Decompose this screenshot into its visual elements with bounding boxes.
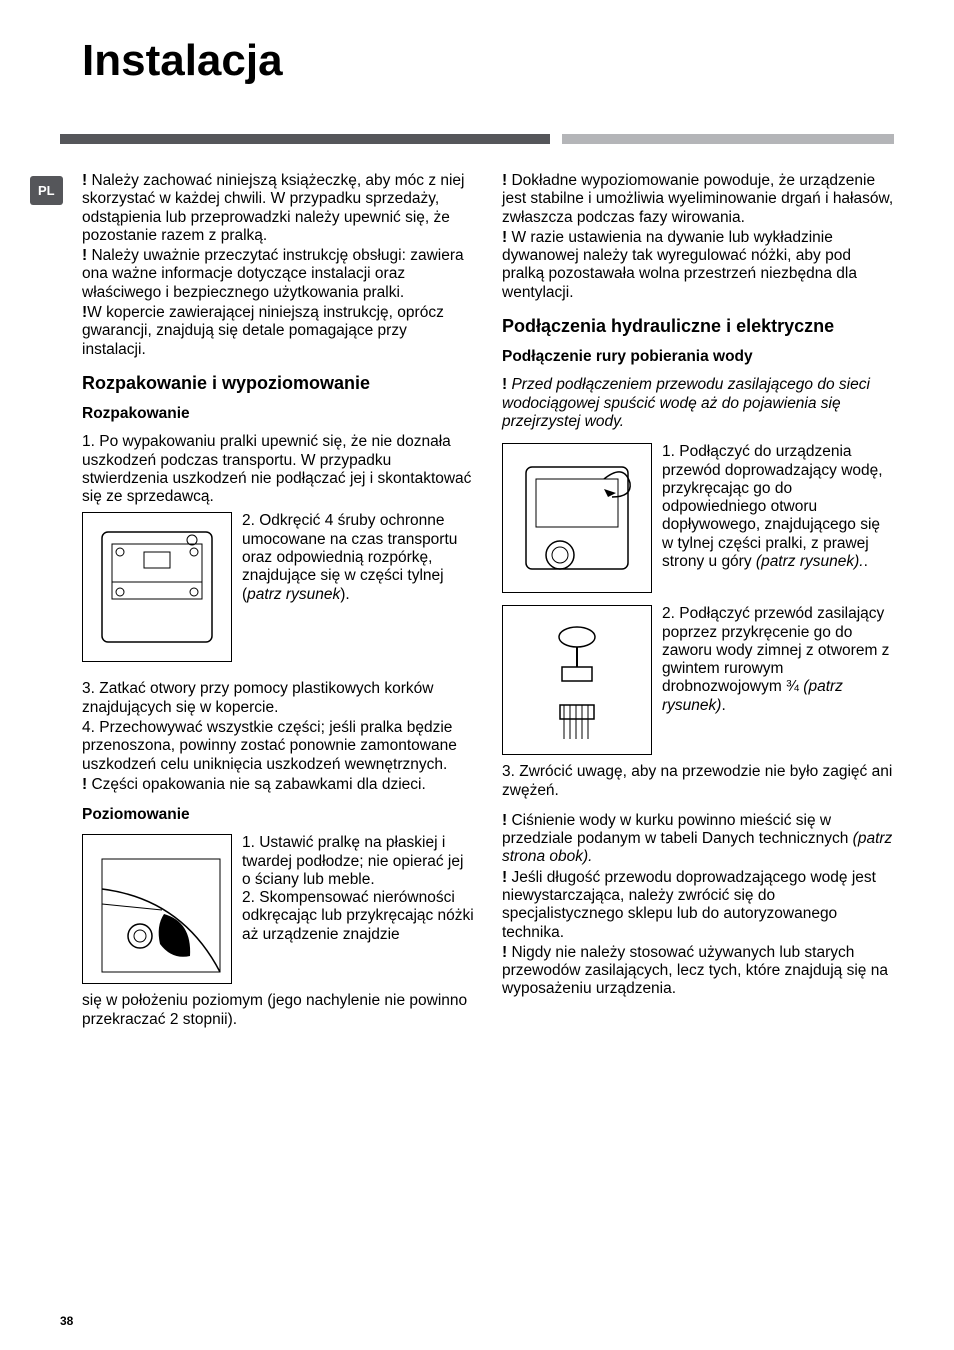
figure-caption: 1. Ustawić pralkę na płaskiej i twardej … (242, 834, 474, 944)
warning-paragraph: ! Przed podłączeniem przewodu zasilające… (502, 376, 894, 431)
conn2-a: 2. Podłączyć przewód zasilający poprzez … (662, 605, 889, 695)
figure-caption: 2. Odkręcić 4 śruby ochronne umocowane n… (242, 512, 474, 603)
right-column: ! Dokładne wypoziomowanie powoduje, że u… (502, 172, 894, 1031)
sub-heading-levelling: Poziomowanie (82, 806, 474, 824)
section-heading-unpacking-levelling: Rozpakowanie i wypoziomowanie (82, 373, 474, 393)
figure-rear-panel-icon (82, 512, 232, 662)
conn1-c: . (864, 553, 868, 570)
page-title: Instalacja (82, 36, 894, 86)
warning-paragraph: ! Jeśli długość przewodu doprowadzająceg… (502, 869, 894, 942)
figure-levelling-foot-icon (82, 834, 232, 984)
warning-paragraph: ! Ciśnienie wody w kurku powinno mieścić… (502, 812, 894, 867)
figure-caption: 2. Podłączyć przewód zasilający poprzez … (662, 605, 894, 715)
conn2-c: . (721, 697, 725, 714)
level2-text: 2. Skompensować nierówności odkręcając l… (242, 889, 474, 943)
intro-paragraph: ! Należy zachować niniejszą książeczkę, … (82, 172, 474, 245)
warning-paragraph: ! W razie ustawienia na dywanie lub wykł… (502, 229, 894, 302)
content-columns: ! Należy zachować niniejszą książeczkę, … (82, 172, 894, 1031)
divider-gap (550, 134, 562, 144)
body-paragraph: 4. Przechowywać wszystkie części; jeśli … (82, 719, 474, 774)
sub-heading-water-inlet: Podłączenie rury pobierania wody (502, 348, 894, 366)
warning-paragraph: ! Nigdy nie należy stosować używanych lu… (502, 944, 894, 999)
step2-text-b: patrz rysunek (247, 586, 340, 603)
warn-flush-b: Przed podłączeniem przewodu zasilającego… (502, 376, 870, 430)
warning-paragraph: ! Dokładne wypoziomowanie powoduje, że u… (502, 172, 894, 227)
figure-row-levelling: 1. Ustawić pralkę na płaskiej i twardej … (82, 834, 474, 984)
figure-inlet-rear-icon (502, 443, 652, 593)
press-italic: (patrz strona obok). (502, 830, 892, 865)
header-divider (60, 134, 894, 144)
figure-tap-connector-icon (502, 605, 652, 755)
section-heading-hydraulic-electrical: Podłączenia hydrauliczne i elektryczne (502, 316, 894, 336)
intro-paragraph: !W kopercie zawierającej niniejszą instr… (82, 304, 474, 359)
body-paragraph: 1. Po wypakowaniu pralki upewnić się, że… (82, 433, 474, 506)
language-tab: PL (30, 176, 63, 205)
figure-caption: 1. Podłączyć do urządzenia przewód dopro… (662, 443, 894, 571)
figure-row-tap-connector: 2. Podłączyć przewód zasilający poprzez … (502, 605, 894, 755)
body-paragraph: 3. Zwrócić uwagę, aby na przewodzie nie … (502, 763, 894, 800)
divider-dark (60, 134, 550, 144)
body-paragraph: 3. Zatkać otwory przy pomocy plastikowyc… (82, 680, 474, 717)
sub-heading-unpacking: Rozpakowanie (82, 405, 474, 423)
conn1-a: 1. Podłączyć do urządzenia przewód dopro… (662, 443, 883, 570)
intro-paragraph: ! Należy uważnie przeczytać instrukcję o… (82, 247, 474, 302)
step2-text-c: ). (340, 586, 349, 603)
warning-paragraph: ! Części opakowania nie są zabawkami dla… (82, 776, 474, 794)
document-page: Instalacja PL ! Należy zachować niniejsz… (0, 0, 954, 1350)
figure-row-inlet-rear: 1. Podłączyć do urządzenia przewód dopro… (502, 443, 894, 593)
intro1-span: Należy zachować niniejszą książeczkę, ab… (82, 172, 465, 244)
level1-text: 1. Ustawić pralkę na płaskiej i twardej … (242, 834, 463, 888)
figure-row-rear-screws: 2. Odkręcić 4 śruby ochronne umocowane n… (82, 512, 474, 662)
left-column: ! Należy zachować niniejszą książeczkę, … (82, 172, 474, 1031)
divider-light (562, 134, 894, 144)
conn1-b: (patrz rysunek). (756, 553, 864, 570)
page-number: 38 (60, 1314, 73, 1328)
body-paragraph: się w położeniu poziomym (jego nachyleni… (82, 992, 474, 1029)
